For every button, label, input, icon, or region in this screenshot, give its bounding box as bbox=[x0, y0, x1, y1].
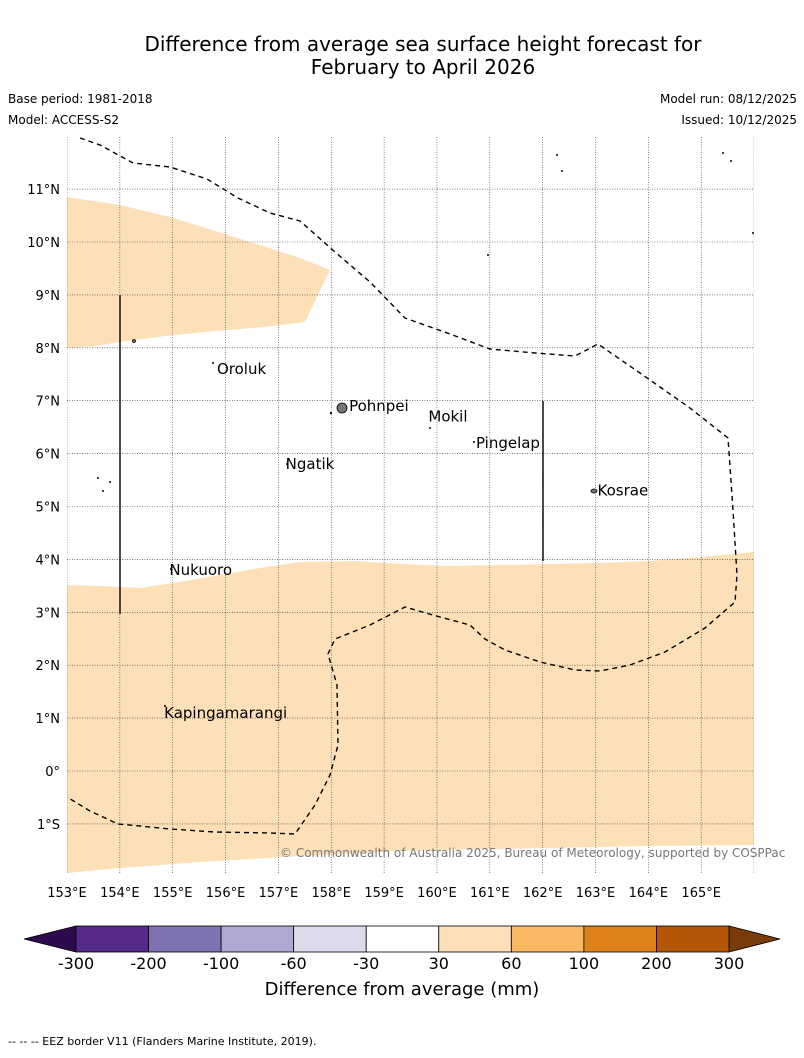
colorbar-tick-label: -60 bbox=[281, 954, 307, 973]
place-label: Pohnpei bbox=[349, 397, 409, 415]
colorbar-tick-label: -100 bbox=[203, 954, 239, 973]
place-label: Mokil bbox=[428, 408, 467, 426]
small-island bbox=[285, 462, 288, 465]
small-island bbox=[472, 440, 475, 443]
colorbar-bin bbox=[293, 925, 367, 953]
colorbar-bin bbox=[148, 925, 222, 953]
longitude-label: 157°E bbox=[259, 886, 299, 901]
small-island bbox=[556, 153, 559, 156]
colorbar-tick-label: -30 bbox=[353, 954, 379, 973]
small-island bbox=[486, 253, 489, 256]
small-island bbox=[132, 339, 136, 343]
latitude-label: 1°S bbox=[37, 818, 60, 833]
colorbar-bin bbox=[75, 925, 149, 953]
place-label: Pingelap bbox=[476, 434, 540, 452]
pohnpei-island bbox=[336, 402, 348, 414]
chart-title: Difference from average sea surface heig… bbox=[0, 33, 804, 79]
latitude-label: 2°N bbox=[36, 659, 61, 674]
latitude-label: 6°N bbox=[36, 448, 61, 463]
place-label: Kosrae bbox=[598, 482, 649, 500]
longitude-label: 154°E bbox=[100, 886, 140, 901]
longitude-label: 159°E bbox=[364, 886, 404, 901]
small-island bbox=[752, 232, 754, 234]
latitude-label: 11°N bbox=[27, 183, 60, 198]
longitude-label: 153°E bbox=[47, 886, 87, 901]
colorbar-tick-label: 30 bbox=[429, 954, 449, 973]
latitude-label: 0° bbox=[45, 765, 60, 780]
colorbar-bin bbox=[583, 925, 657, 953]
colorbar-tick-label: 300 bbox=[714, 954, 745, 973]
latitude-label: 3°N bbox=[36, 606, 61, 621]
colorbar: -300 -200 -100 -60 -30 30 60 100 200 300 Differen… bbox=[23, 925, 781, 1000]
latitude-label: 8°N bbox=[36, 342, 61, 357]
colorbar-tick-label: 200 bbox=[641, 954, 672, 973]
colorbar-tick-label: -200 bbox=[130, 954, 166, 973]
shaded-region-south bbox=[67, 552, 754, 873]
longitude-label: 158°E bbox=[311, 886, 351, 901]
latitude-label: 5°N bbox=[36, 501, 61, 516]
kosrae-island bbox=[590, 488, 598, 494]
latitude-label: 10°N bbox=[27, 236, 60, 251]
small-island bbox=[163, 705, 166, 708]
base-period-label: Base period: 1981-2018 bbox=[8, 92, 153, 106]
title-line-1: Difference from average sea surface heig… bbox=[144, 32, 702, 56]
longitude-label: 161°E bbox=[470, 886, 510, 901]
shaded-region-north bbox=[67, 197, 330, 348]
colorbar-under-arrow bbox=[23, 925, 77, 953]
model-run-label: Model run: 08/12/2025 bbox=[659, 92, 797, 106]
colorbar-bin bbox=[365, 925, 440, 953]
latitude-label: 9°N bbox=[36, 289, 61, 304]
copyright-notice: © Commonwealth of Australia 2025, Bureau… bbox=[280, 846, 785, 860]
longitude-label: 155°E bbox=[153, 886, 193, 901]
map-grid bbox=[67, 137, 754, 873]
title-line-2: February to April 2026 bbox=[310, 55, 536, 79]
small-island bbox=[109, 480, 112, 483]
colorbar-tick-label: -300 bbox=[58, 954, 94, 973]
forecast-map: Oroluk Pohnpei Mokil Pingelap Ngatik Kosrae Nu… bbox=[23, 137, 785, 1000]
small-island bbox=[102, 489, 105, 492]
small-island bbox=[97, 476, 100, 479]
latitude-labels: 11°N 10°N 9°N 8°N 7°N 6°N 5°N 4°N 3°N 2°N 1°N 0° 1°S bbox=[27, 183, 60, 833]
longitude-label: 160°E bbox=[417, 886, 457, 901]
eez-border bbox=[67, 137, 738, 835]
place-label: Oroluk bbox=[217, 360, 266, 378]
colorbar-tick-label: 60 bbox=[501, 954, 521, 973]
small-island bbox=[722, 151, 725, 154]
longitude-label: 156°E bbox=[206, 886, 246, 901]
colorbar-label: Difference from average (mm) bbox=[265, 979, 540, 1000]
map-body: Oroluk Pohnpei Mokil Pingelap Ngatik Kosrae Nu… bbox=[67, 137, 754, 873]
place-label: Kapingamarangi bbox=[164, 704, 287, 722]
colorbar-tick-label: 100 bbox=[569, 954, 600, 973]
small-island bbox=[561, 169, 564, 172]
small-island bbox=[211, 361, 214, 364]
colorbar-bin bbox=[438, 925, 512, 953]
colorbar-over-arrow bbox=[728, 925, 781, 953]
place-labels: Oroluk Pohnpei Mokil Pingelap Ngatik Kosrae Nu… bbox=[164, 360, 648, 722]
colorbar-bin bbox=[510, 925, 585, 953]
colorbar-bin bbox=[220, 925, 295, 953]
longitude-label: 165°E bbox=[681, 886, 721, 901]
place-label: Ngatik bbox=[286, 455, 335, 473]
small-island bbox=[428, 426, 431, 429]
small-island bbox=[329, 411, 333, 415]
longitude-labels: 153°E 154°E 155°E 156°E 157°E 158°E 159°E 160°E… bbox=[47, 886, 721, 901]
eez-source-note: -- -- -- EEZ border V11 (Flanders Marine… bbox=[8, 1035, 317, 1048]
longitude-label: 162°E bbox=[523, 886, 563, 901]
longitude-label: 164°E bbox=[629, 886, 669, 901]
small-island bbox=[730, 159, 733, 162]
model-label: Model: ACCESS-S2 bbox=[8, 113, 120, 127]
latitude-label: 7°N bbox=[36, 395, 61, 410]
islands bbox=[97, 151, 754, 708]
latitude-label: 4°N bbox=[36, 553, 61, 568]
place-label: Nukuoro bbox=[169, 561, 232, 579]
colorbar-bin bbox=[656, 925, 730, 953]
issued-label: Issued: 10/12/2025 bbox=[681, 113, 797, 127]
latitude-label: 1°N bbox=[36, 712, 61, 727]
small-island bbox=[169, 568, 172, 571]
longitude-label: 163°E bbox=[576, 886, 616, 901]
